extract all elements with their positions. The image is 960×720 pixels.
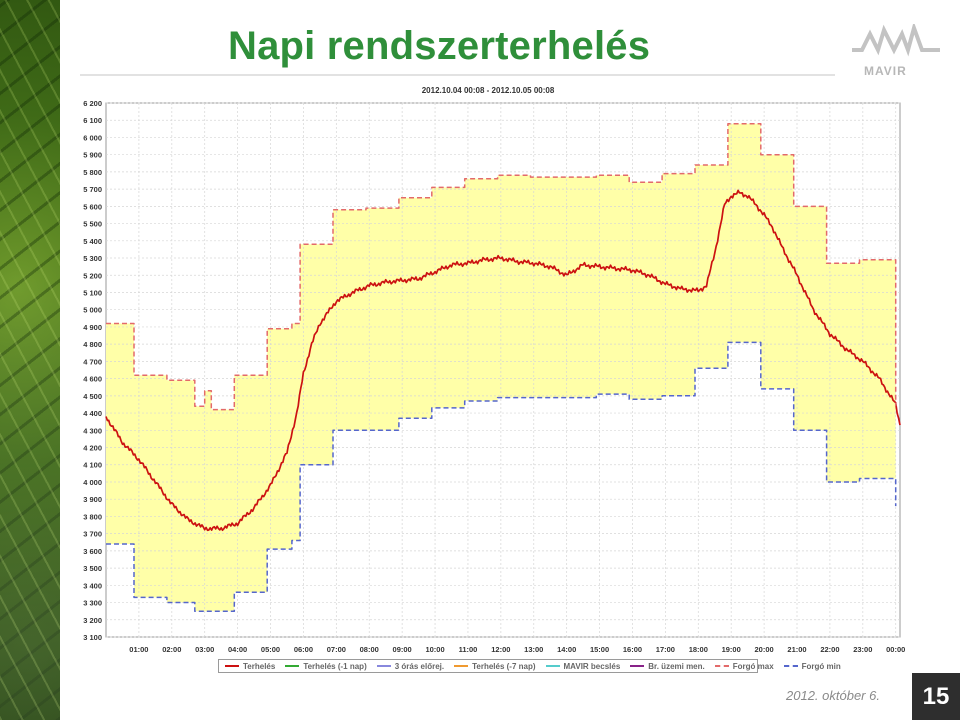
y-tick-label: 5 900 bbox=[83, 151, 102, 160]
y-tick-label: 5 300 bbox=[83, 254, 102, 263]
legend-item: MAVIR becslés bbox=[545, 661, 621, 671]
y-tick-label: 5 100 bbox=[83, 288, 102, 297]
legend-label: Terhelés bbox=[243, 661, 276, 671]
legend-item: Terhelés (-7 nap) bbox=[454, 661, 536, 671]
y-tick-label: 5 400 bbox=[83, 237, 102, 246]
legend-swatch bbox=[630, 665, 645, 667]
page-number: 15 bbox=[912, 673, 960, 720]
legend-label: Forgó max bbox=[732, 661, 774, 671]
x-tick-label: 04:00 bbox=[228, 645, 247, 654]
logo-text: MAVIR bbox=[864, 64, 907, 78]
y-tick-label: 6 200 bbox=[83, 99, 102, 108]
y-tick-label: 5 600 bbox=[83, 202, 102, 211]
slide-title: Napi rendszerterhelés bbox=[228, 24, 651, 68]
y-tick-label: 4 500 bbox=[83, 392, 102, 401]
y-tick-label: 3 300 bbox=[83, 599, 102, 608]
y-tick-label: 4 400 bbox=[83, 409, 102, 418]
x-tick-label: 17:00 bbox=[656, 645, 675, 654]
x-tick-label: 19:00 bbox=[722, 645, 741, 654]
legend-item: Forgó min bbox=[783, 661, 841, 671]
y-tick-label: 5 200 bbox=[83, 271, 102, 280]
y-tick-label: 3 500 bbox=[83, 564, 102, 573]
x-tick-label: 10:00 bbox=[425, 645, 444, 654]
legend-item: Forgó max bbox=[714, 661, 774, 671]
y-tick-label: 4 100 bbox=[83, 461, 102, 470]
y-tick-label: 4 900 bbox=[83, 323, 102, 332]
legend-label: Br. üzemi men. bbox=[648, 661, 705, 671]
legend-item: 3 órás előrej. bbox=[376, 661, 445, 671]
x-tick-label: 11:00 bbox=[459, 645, 478, 654]
y-tick-label: 4 300 bbox=[83, 426, 102, 435]
legend-item: Terhelés bbox=[225, 662, 275, 671]
x-tick-label: 13:00 bbox=[524, 645, 543, 654]
legend-label: MAVIR becslés bbox=[563, 661, 621, 671]
load-chart: 2012.10.04 00:08 - 2012.10.05 00:08 3 10… bbox=[60, 82, 910, 677]
x-tick-label: 03:00 bbox=[195, 645, 214, 654]
legend-swatch bbox=[454, 665, 469, 667]
plot-area: 3 100 3 200 3 300 3 400 3 500 3 600 3 700 3 800… bbox=[83, 99, 905, 654]
legend-swatch bbox=[285, 665, 300, 667]
x-tick-label: 06:00 bbox=[294, 645, 313, 654]
y-tick-label: 4 700 bbox=[83, 357, 102, 366]
x-tick-label: 21:00 bbox=[787, 645, 806, 654]
y-tick-label: 4 800 bbox=[83, 340, 102, 349]
x-tick-label: 15:00 bbox=[590, 645, 609, 654]
legend-swatch bbox=[545, 665, 560, 667]
x-tick-label: 18:00 bbox=[689, 645, 708, 654]
y-tick-label: 3 600 bbox=[83, 547, 102, 556]
series-line-forg-max bbox=[106, 122, 897, 411]
y-tick-label: 4 600 bbox=[83, 375, 102, 384]
x-tick-label: 08:00 bbox=[360, 645, 379, 654]
y-tick-label: 5 000 bbox=[83, 306, 102, 315]
legend-label: Forgó min bbox=[801, 661, 841, 671]
x-tick-label: 23:00 bbox=[853, 645, 872, 654]
chart-title: 2012.10.04 00:08 - 2012.10.05 00:08 bbox=[422, 86, 555, 95]
chart-legend: Terhelés Terhelés (-1 nap) 3 órás előrej. T… bbox=[218, 659, 841, 673]
y-tick-label: 3 700 bbox=[83, 530, 102, 539]
x-tick-label: 09:00 bbox=[393, 645, 412, 654]
y-tick-label: 5 700 bbox=[83, 185, 102, 194]
legend-item: Br. üzemi men. bbox=[630, 661, 705, 671]
x-tick-label: 14:00 bbox=[557, 645, 576, 654]
legend-swatch bbox=[783, 665, 798, 667]
slide-date: 2012. október 6. bbox=[786, 688, 880, 703]
y-tick-label: 3 800 bbox=[83, 512, 102, 521]
x-tick-label: 12:00 bbox=[491, 645, 510, 654]
x-tick-label: 20:00 bbox=[755, 645, 774, 654]
legend-label: Terhelés (-1 nap) bbox=[303, 661, 367, 671]
x-tick-label: 02:00 bbox=[162, 645, 181, 654]
legend-swatch bbox=[376, 665, 391, 667]
y-tick-label: 3 100 bbox=[83, 633, 102, 642]
title-underline bbox=[80, 74, 835, 76]
legend-swatch bbox=[714, 665, 729, 667]
y-tick-label: 6 100 bbox=[83, 116, 102, 125]
y-tick-label: 6 000 bbox=[83, 133, 102, 142]
decorative-side-band bbox=[0, 0, 60, 720]
x-tick-label: 07:00 bbox=[327, 645, 346, 654]
legend-swatch bbox=[225, 665, 239, 667]
x-tick-label: 00:00 bbox=[886, 645, 905, 654]
legend-label: Terhelés (-7 nap) bbox=[472, 661, 536, 671]
y-tick-label: 4 200 bbox=[83, 444, 102, 453]
x-tick-label: 22:00 bbox=[820, 645, 839, 654]
y-tick-label: 3 900 bbox=[83, 495, 102, 504]
legend-label: 3 órás előrej. bbox=[394, 661, 445, 671]
legend-item: Terhelés (-1 nap) bbox=[285, 661, 367, 671]
x-tick-label: 01:00 bbox=[129, 645, 148, 654]
x-tick-label: 16:00 bbox=[623, 645, 642, 654]
series-line-terhel-s bbox=[105, 189, 901, 532]
mavir-logo-icon bbox=[852, 24, 940, 57]
y-tick-label: 5 800 bbox=[83, 168, 102, 177]
y-tick-label: 3 400 bbox=[83, 581, 102, 590]
series-line-forg-min bbox=[106, 341, 897, 612]
y-tick-label: 5 500 bbox=[83, 220, 102, 229]
y-tick-label: 3 200 bbox=[83, 616, 102, 625]
x-tick-label: 05:00 bbox=[261, 645, 280, 654]
y-tick-label: 4 000 bbox=[83, 478, 102, 487]
